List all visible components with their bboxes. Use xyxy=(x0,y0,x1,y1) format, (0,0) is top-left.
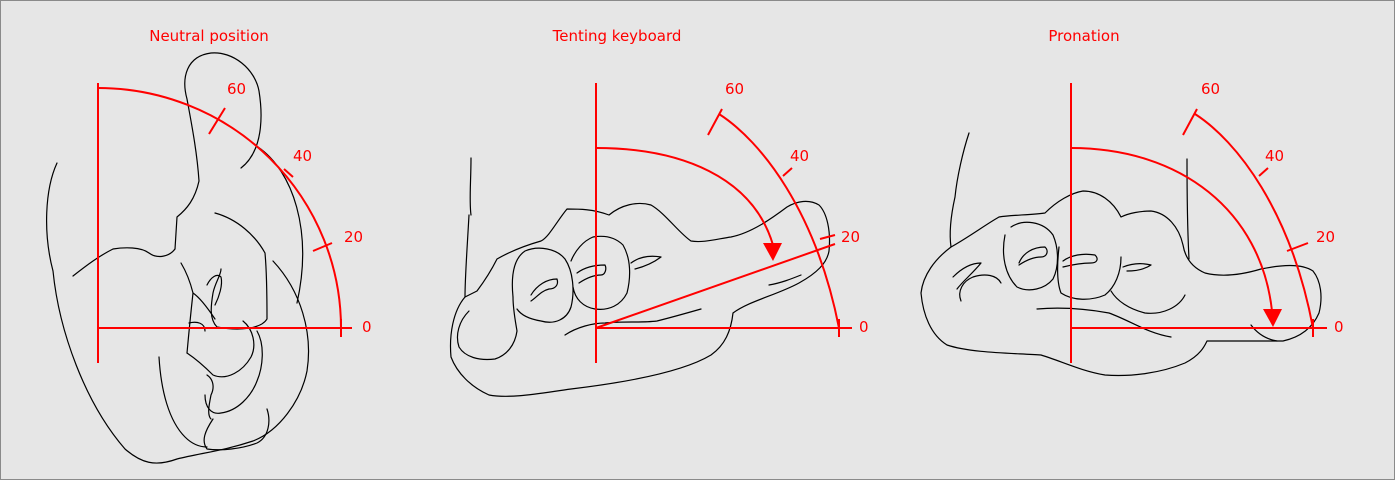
tick-20 xyxy=(819,234,836,240)
panel-tenting: Tenting keyboard xyxy=(449,27,869,397)
label-0: 0 xyxy=(362,318,372,336)
angle-gauge-pronation: 60 40 20 0 xyxy=(1070,80,1344,363)
tick-20 xyxy=(1286,242,1309,252)
rotation-arrow-head xyxy=(763,243,782,261)
keyboard-plane-line xyxy=(595,243,836,329)
label-0: 0 xyxy=(859,318,869,336)
panel-title: Tenting keyboard xyxy=(552,27,682,45)
hand-outline-tenting xyxy=(449,157,831,397)
tick-60 xyxy=(707,108,723,136)
tick-40 xyxy=(1258,167,1269,177)
label-60: 60 xyxy=(227,80,246,98)
label-0: 0 xyxy=(1334,318,1344,336)
label-40: 40 xyxy=(293,147,312,165)
rotation-arc xyxy=(97,87,342,329)
scale-arc xyxy=(1194,113,1314,329)
panel-title: Neutral position xyxy=(149,27,269,45)
label-40: 40 xyxy=(1265,147,1284,165)
label-60: 60 xyxy=(725,80,744,98)
panel-title: Pronation xyxy=(1048,27,1119,45)
tick-20 xyxy=(312,242,333,252)
rotation-arrow-head xyxy=(1263,309,1282,327)
tick-40 xyxy=(283,168,294,178)
panel-neutral: Neutral position xyxy=(46,27,372,464)
rotation-arrow-shaft xyxy=(1070,147,1273,312)
rotation-arrow-shaft xyxy=(595,147,774,246)
panel-pronation: Pronation xyxy=(920,27,1344,377)
label-20: 20 xyxy=(1316,228,1335,246)
tick-60 xyxy=(1182,108,1198,136)
tick-40 xyxy=(782,167,793,177)
hand-outline-neutral xyxy=(46,52,310,464)
scale-arc xyxy=(718,113,840,329)
tick-60 xyxy=(208,107,226,135)
label-20: 20 xyxy=(344,228,363,246)
angle-gauge-tenting: 60 40 20 0 xyxy=(595,80,869,363)
label-40: 40 xyxy=(790,147,809,165)
label-20: 20 xyxy=(841,228,860,246)
angle-gauge-neutral: 60 40 20 0 xyxy=(97,80,372,363)
hand-outline-pronation xyxy=(920,132,1322,377)
label-60: 60 xyxy=(1201,80,1220,98)
